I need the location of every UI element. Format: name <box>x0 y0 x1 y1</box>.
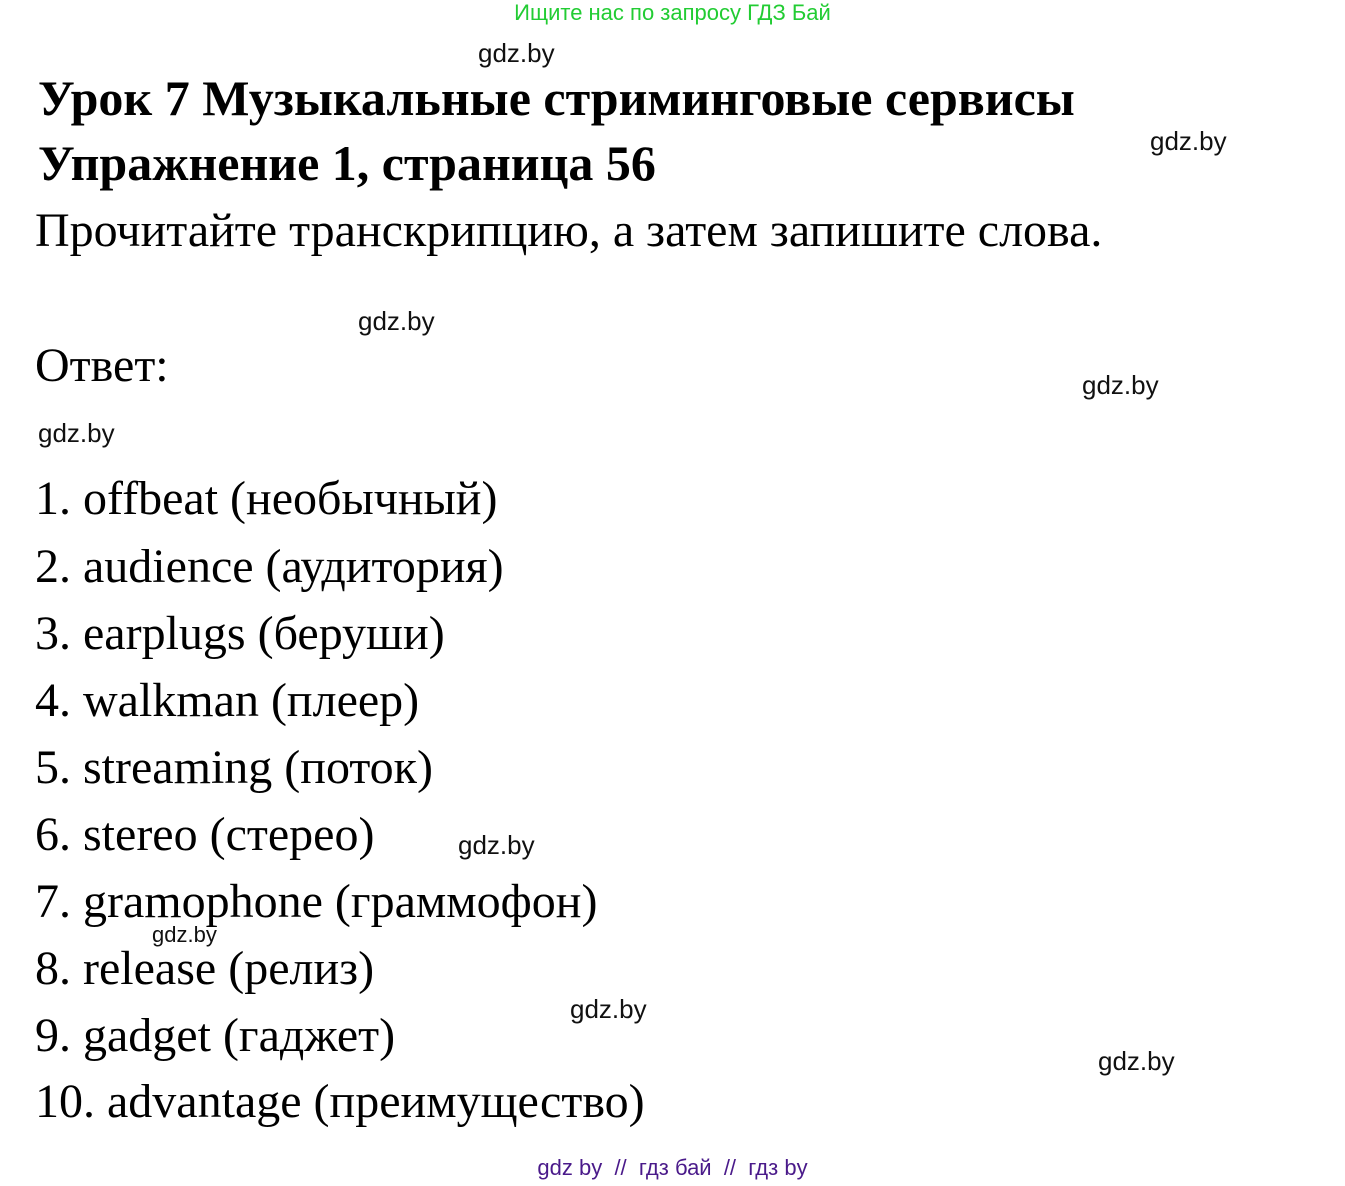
answer-item: 9. gadget (гаджет) <box>35 1009 396 1062</box>
instruction-text: Прочитайте транскрипцию, а затем запишит… <box>35 204 1103 257</box>
header-banner[interactable]: Ищите нас по запросу ГДЗ Бай <box>514 0 831 25</box>
footer-links[interactable]: gdz by // гдз бай // гдз by <box>537 1155 808 1180</box>
answer-label: Ответ: <box>35 339 169 392</box>
answer-item: 4. walkman (плеер) <box>35 674 420 727</box>
watermark: gdz.by <box>1082 370 1159 400</box>
watermark: gdz.by <box>458 830 535 860</box>
answer-item: 2. audience (аудитория) <box>35 540 504 593</box>
watermark: gdz.by <box>570 994 647 1024</box>
watermark: gdz.by <box>152 922 217 947</box>
exercise-subtitle: Упражнение 1, страница 56 <box>38 135 656 191</box>
watermark: gdz.by <box>38 418 115 448</box>
page-title: Урок 7 Музыкальные стриминговые сервисы <box>38 70 1075 126</box>
answer-item: 7. gramophone (граммофон) <box>35 875 598 928</box>
answer-item: 8. release (релиз) <box>35 942 375 995</box>
answer-item: 1. offbeat (необычный) <box>35 472 498 525</box>
watermark: gdz.by <box>1098 1046 1175 1076</box>
answer-item: 6. stereo (стерео) <box>35 808 375 861</box>
watermark: gdz.by <box>478 38 555 68</box>
watermark: gdz.by <box>358 306 435 336</box>
answer-item: 10. advantage (преимущество) <box>35 1075 645 1128</box>
watermark: gdz.by <box>1150 126 1227 156</box>
answer-item: 5. streaming (поток) <box>35 741 433 794</box>
answer-item: 3. earplugs (беруши) <box>35 607 445 660</box>
